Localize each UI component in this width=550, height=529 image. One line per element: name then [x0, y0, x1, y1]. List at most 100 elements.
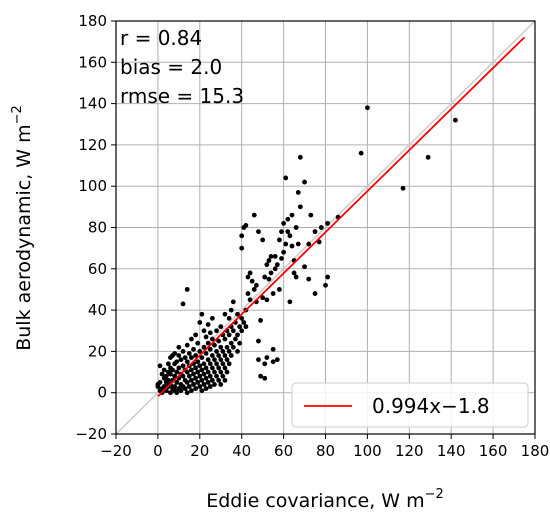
data-point [218, 382, 224, 387]
data-point [272, 266, 278, 272]
data-point [176, 365, 182, 371]
data-point [302, 179, 307, 185]
data-point [205, 322, 211, 327]
data-point [256, 229, 261, 235]
data-point [262, 375, 268, 381]
data-point [260, 237, 266, 243]
data-point [291, 270, 297, 276]
data-point [425, 154, 431, 160]
x-tick-label: 180 [521, 442, 550, 460]
y-tick-label: 100 [78, 177, 107, 195]
data-point [277, 287, 282, 292]
x-tick-labels: −20 0 20 40 60 80 100 120 140 160 180 [100, 442, 549, 460]
data-point [189, 355, 194, 360]
data-point [212, 342, 217, 348]
x-tick-label: 100 [353, 442, 382, 460]
data-point [201, 371, 207, 377]
data-point [222, 365, 228, 371]
data-point [205, 369, 211, 375]
data-point [191, 346, 196, 352]
data-point [287, 299, 293, 305]
data-point [283, 175, 289, 181]
data-point [184, 287, 190, 292]
data-point [287, 233, 293, 239]
data-point [239, 328, 245, 334]
data-point [270, 359, 276, 365]
data-point [163, 373, 169, 379]
data-point [318, 225, 324, 230]
x-axis-title-text: Eddie covariance, W m [206, 490, 424, 512]
stat-rmse: rmse = 15.3 [120, 84, 244, 108]
x-tick-label: −20 [100, 442, 132, 460]
data-point [235, 349, 240, 354]
data-point [256, 357, 261, 363]
data-point [216, 353, 222, 358]
data-point [230, 299, 236, 305]
data-point [279, 256, 284, 261]
data-point [161, 367, 167, 373]
data-point [174, 359, 180, 365]
data-point [268, 270, 274, 276]
data-point [199, 388, 205, 394]
data-point [266, 258, 272, 263]
data-point [199, 377, 205, 383]
data-point [258, 318, 263, 323]
data-point [191, 371, 196, 377]
data-point [216, 365, 222, 371]
data-point [289, 212, 295, 218]
x-tick-label: 60 [274, 442, 293, 460]
data-point [245, 274, 251, 280]
data-point [260, 295, 266, 301]
data-point [172, 384, 178, 389]
data-point [220, 361, 226, 367]
data-point [199, 367, 205, 373]
data-point [218, 324, 224, 330]
data-point [180, 349, 186, 354]
data-point [186, 373, 192, 379]
data-point [197, 320, 203, 325]
data-point [180, 373, 186, 379]
stat-r: r = 0.84 [120, 26, 202, 50]
data-point [224, 357, 230, 363]
data-point [205, 379, 211, 385]
y-tick-label: 20 [88, 342, 107, 360]
data-point [293, 225, 299, 230]
data-point [281, 249, 286, 255]
data-point [174, 379, 180, 385]
legend-label: 0.994x−1.8 [372, 394, 490, 418]
data-point [193, 353, 199, 358]
data-point [189, 367, 194, 373]
data-point [205, 340, 211, 346]
data-point [205, 357, 211, 363]
data-point [212, 382, 217, 387]
data-point [233, 336, 238, 342]
data-point [209, 315, 215, 321]
data-point [218, 357, 224, 363]
data-point [184, 369, 190, 375]
x-tick-label: 40 [232, 442, 251, 460]
data-point [222, 353, 228, 358]
data-point [218, 369, 224, 375]
data-point [184, 342, 190, 348]
y-tick-labels: −20 0 20 40 60 80 100 120 140 160 180 [75, 12, 107, 443]
data-point [266, 276, 272, 282]
legend-box [291, 382, 529, 428]
data-point [199, 311, 205, 317]
data-point [197, 349, 203, 354]
data-point [222, 336, 228, 342]
y-tick-label: 160 [78, 53, 107, 71]
y-tick-label: 120 [78, 136, 107, 154]
data-point [230, 344, 236, 350]
data-point [277, 237, 282, 243]
data-point [199, 355, 205, 360]
data-point [302, 264, 307, 270]
data-point [251, 212, 257, 218]
data-point [212, 369, 217, 375]
data-point [285, 229, 291, 235]
data-point [365, 105, 370, 111]
data-point [268, 254, 274, 259]
data-point [203, 351, 209, 356]
data-point [203, 334, 209, 340]
data-point [201, 361, 207, 367]
